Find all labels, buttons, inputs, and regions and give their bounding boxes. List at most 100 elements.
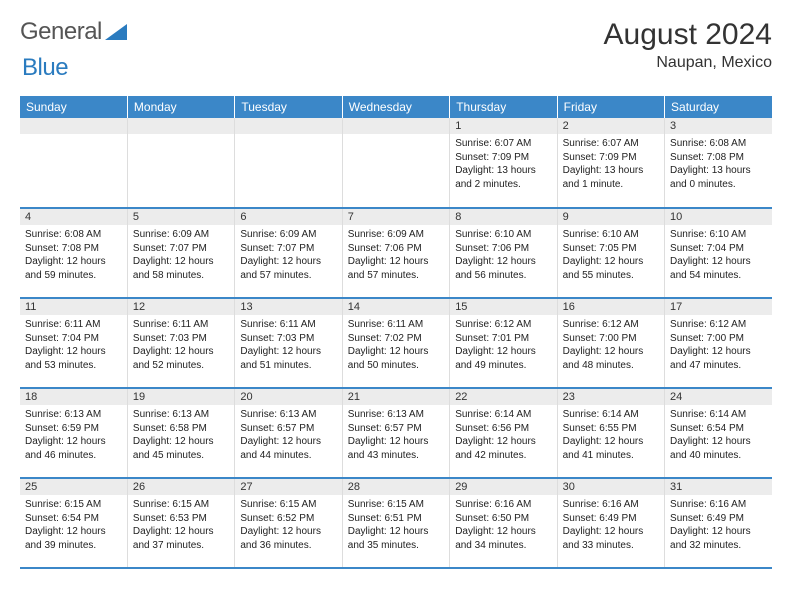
day-details: Sunrise: 6:14 AMSunset: 6:54 PMDaylight:… [665, 405, 772, 465]
sunrise-text: Sunrise: 6:11 AM [133, 318, 229, 332]
calendar-day-cell: 26Sunrise: 6:15 AMSunset: 6:53 PMDayligh… [127, 478, 234, 568]
sunrise-text: Sunrise: 6:14 AM [455, 408, 551, 422]
sunrise-text: Sunrise: 6:13 AM [348, 408, 444, 422]
sunset-text: Sunset: 6:50 PM [455, 512, 551, 526]
calendar-body: 1Sunrise: 6:07 AMSunset: 7:09 PMDaylight… [20, 118, 772, 568]
calendar-day-cell: 4Sunrise: 6:08 AMSunset: 7:08 PMDaylight… [20, 208, 127, 298]
day-number: 22 [450, 389, 556, 405]
weekday-header: Tuesday [235, 96, 342, 118]
daylight-text: Daylight: 12 hours and 34 minutes. [455, 525, 551, 552]
weekday-header-row: Sunday Monday Tuesday Wednesday Thursday… [20, 96, 772, 118]
day-number [128, 118, 234, 134]
day-details: Sunrise: 6:11 AMSunset: 7:03 PMDaylight:… [128, 315, 234, 375]
calendar-day-cell [342, 118, 449, 208]
location: Naupan, Mexico [604, 54, 772, 72]
daylight-text: Daylight: 12 hours and 57 minutes. [240, 255, 336, 282]
calendar-day-cell: 14Sunrise: 6:11 AMSunset: 7:02 PMDayligh… [342, 298, 449, 388]
calendar-day-cell: 9Sunrise: 6:10 AMSunset: 7:05 PMDaylight… [557, 208, 664, 298]
day-number: 9 [558, 209, 664, 225]
sunset-text: Sunset: 7:09 PM [563, 151, 659, 165]
calendar-day-cell: 7Sunrise: 6:09 AMSunset: 7:06 PMDaylight… [342, 208, 449, 298]
calendar-day-cell: 12Sunrise: 6:11 AMSunset: 7:03 PMDayligh… [127, 298, 234, 388]
daylight-text: Daylight: 12 hours and 40 minutes. [670, 435, 767, 462]
sunrise-text: Sunrise: 6:14 AM [670, 408, 767, 422]
calendar-day-cell: 18Sunrise: 6:13 AMSunset: 6:59 PMDayligh… [20, 388, 127, 478]
day-details: Sunrise: 6:12 AMSunset: 7:00 PMDaylight:… [665, 315, 772, 375]
daylight-text: Daylight: 12 hours and 48 minutes. [563, 345, 659, 372]
day-details: Sunrise: 6:16 AMSunset: 6:49 PMDaylight:… [558, 495, 664, 555]
calendar-day-cell: 19Sunrise: 6:13 AMSunset: 6:58 PMDayligh… [127, 388, 234, 478]
day-number: 18 [20, 389, 127, 405]
sunset-text: Sunset: 7:04 PM [670, 242, 767, 256]
day-details: Sunrise: 6:15 AMSunset: 6:52 PMDaylight:… [235, 495, 341, 555]
calendar-day-cell: 17Sunrise: 6:12 AMSunset: 7:00 PMDayligh… [665, 298, 772, 388]
day-number: 16 [558, 299, 664, 315]
day-details: Sunrise: 6:10 AMSunset: 7:04 PMDaylight:… [665, 225, 772, 285]
weekday-header: Saturday [665, 96, 772, 118]
day-number: 6 [235, 209, 341, 225]
sunset-text: Sunset: 6:55 PM [563, 422, 659, 436]
sunrise-text: Sunrise: 6:11 AM [240, 318, 336, 332]
daylight-text: Daylight: 12 hours and 39 minutes. [25, 525, 122, 552]
day-details: Sunrise: 6:09 AMSunset: 7:07 PMDaylight:… [235, 225, 341, 285]
day-details: Sunrise: 6:08 AMSunset: 7:08 PMDaylight:… [20, 225, 127, 285]
sunrise-text: Sunrise: 6:12 AM [563, 318, 659, 332]
day-details: Sunrise: 6:11 AMSunset: 7:04 PMDaylight:… [20, 315, 127, 375]
weekday-header: Monday [127, 96, 234, 118]
sunset-text: Sunset: 7:06 PM [348, 242, 444, 256]
calendar-day-cell: 11Sunrise: 6:11 AMSunset: 7:04 PMDayligh… [20, 298, 127, 388]
day-number: 31 [665, 479, 772, 495]
day-number: 24 [665, 389, 772, 405]
weekday-header: Sunday [20, 96, 127, 118]
sunset-text: Sunset: 7:05 PM [563, 242, 659, 256]
daylight-text: Daylight: 12 hours and 50 minutes. [348, 345, 444, 372]
daylight-text: Daylight: 12 hours and 32 minutes. [670, 525, 767, 552]
calendar-day-cell: 29Sunrise: 6:16 AMSunset: 6:50 PMDayligh… [450, 478, 557, 568]
sunset-text: Sunset: 7:08 PM [670, 151, 767, 165]
sunrise-text: Sunrise: 6:12 AM [455, 318, 551, 332]
sunrise-text: Sunrise: 6:16 AM [670, 498, 767, 512]
day-number: 30 [558, 479, 664, 495]
sunset-text: Sunset: 7:01 PM [455, 332, 551, 346]
daylight-text: Daylight: 12 hours and 55 minutes. [563, 255, 659, 282]
sunrise-text: Sunrise: 6:15 AM [133, 498, 229, 512]
sunrise-text: Sunrise: 6:10 AM [670, 228, 767, 242]
weekday-header: Wednesday [342, 96, 449, 118]
day-number: 21 [343, 389, 449, 405]
calendar-table: Sunday Monday Tuesday Wednesday Thursday… [20, 96, 772, 569]
calendar-week-row: 4Sunrise: 6:08 AMSunset: 7:08 PMDaylight… [20, 208, 772, 298]
calendar-week-row: 1Sunrise: 6:07 AMSunset: 7:09 PMDaylight… [20, 118, 772, 208]
daylight-text: Daylight: 12 hours and 41 minutes. [563, 435, 659, 462]
day-number: 17 [665, 299, 772, 315]
calendar-day-cell: 23Sunrise: 6:14 AMSunset: 6:55 PMDayligh… [557, 388, 664, 478]
daylight-text: Daylight: 12 hours and 42 minutes. [455, 435, 551, 462]
brand-part1: General [20, 18, 102, 46]
daylight-text: Daylight: 12 hours and 46 minutes. [25, 435, 122, 462]
calendar-day-cell: 27Sunrise: 6:15 AMSunset: 6:52 PMDayligh… [235, 478, 342, 568]
day-details: Sunrise: 6:14 AMSunset: 6:56 PMDaylight:… [450, 405, 556, 465]
sunset-text: Sunset: 7:07 PM [133, 242, 229, 256]
sunrise-text: Sunrise: 6:15 AM [240, 498, 336, 512]
daylight-text: Daylight: 12 hours and 54 minutes. [670, 255, 767, 282]
day-number [20, 118, 127, 134]
calendar-day-cell: 30Sunrise: 6:16 AMSunset: 6:49 PMDayligh… [557, 478, 664, 568]
calendar-page: General August 2024 Naupan, Mexico Blue … [0, 0, 792, 587]
daylight-text: Daylight: 12 hours and 35 minutes. [348, 525, 444, 552]
sunset-text: Sunset: 6:51 PM [348, 512, 444, 526]
day-number: 23 [558, 389, 664, 405]
day-number: 5 [128, 209, 234, 225]
daylight-text: Daylight: 12 hours and 44 minutes. [240, 435, 336, 462]
sunrise-text: Sunrise: 6:12 AM [670, 318, 767, 332]
sunrise-text: Sunrise: 6:08 AM [670, 137, 767, 151]
sunset-text: Sunset: 6:56 PM [455, 422, 551, 436]
calendar-week-row: 25Sunrise: 6:15 AMSunset: 6:54 PMDayligh… [20, 478, 772, 568]
day-number: 2 [558, 118, 664, 134]
day-number: 4 [20, 209, 127, 225]
calendar-day-cell: 20Sunrise: 6:13 AMSunset: 6:57 PMDayligh… [235, 388, 342, 478]
sunset-text: Sunset: 6:49 PM [670, 512, 767, 526]
sunset-text: Sunset: 7:07 PM [240, 242, 336, 256]
day-number [235, 118, 341, 134]
sunrise-text: Sunrise: 6:09 AM [240, 228, 336, 242]
sunrise-text: Sunrise: 6:07 AM [563, 137, 659, 151]
sunset-text: Sunset: 7:09 PM [455, 151, 551, 165]
